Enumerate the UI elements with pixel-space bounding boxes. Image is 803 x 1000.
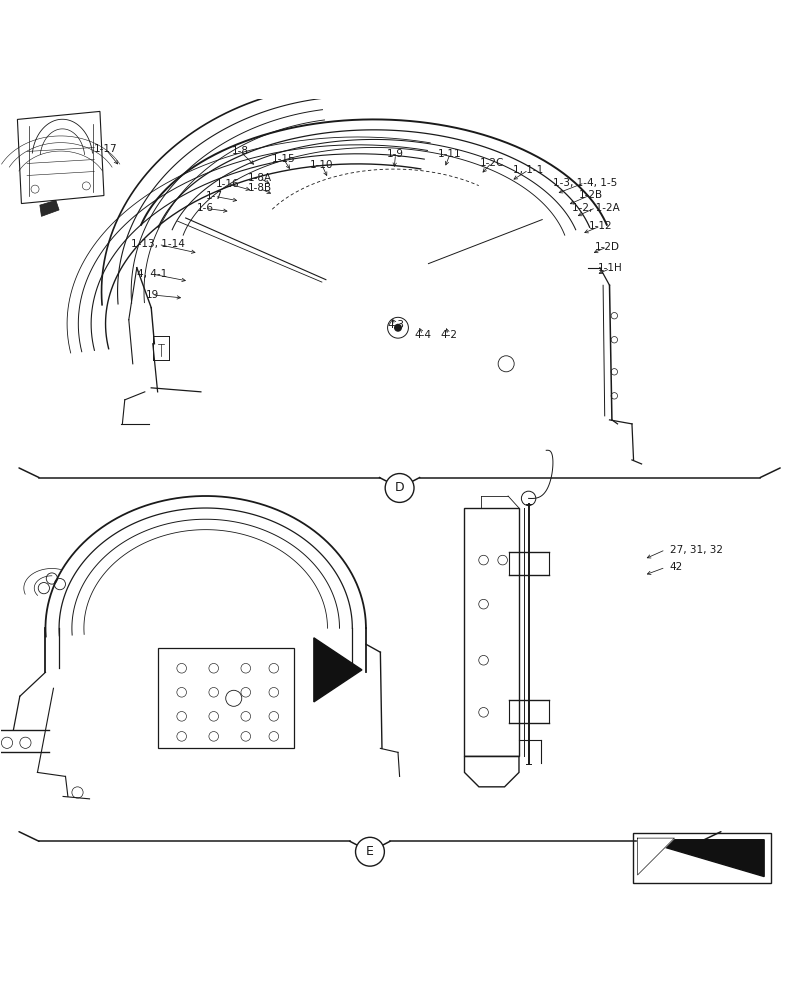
Text: 4, 4-1: 4, 4-1 <box>137 269 167 279</box>
Text: 4-2: 4-2 <box>439 330 456 340</box>
Text: 1-2, 1-2A: 1-2, 1-2A <box>571 203 619 213</box>
Text: 1, 1-1: 1, 1-1 <box>513 165 543 175</box>
Text: 1-8: 1-8 <box>231 146 248 156</box>
Text: D: D <box>394 481 404 494</box>
Text: 1-8B: 1-8B <box>247 183 271 193</box>
Text: 1-2C: 1-2C <box>479 158 503 168</box>
Text: 1-1H: 1-1H <box>597 263 622 273</box>
Text: 1-12: 1-12 <box>588 221 612 231</box>
Text: 4-3: 4-3 <box>386 320 404 330</box>
Polygon shape <box>637 838 674 875</box>
Polygon shape <box>313 638 361 702</box>
Text: 1-10: 1-10 <box>310 160 333 170</box>
Text: 1-2B: 1-2B <box>578 190 602 200</box>
Text: 1-8A: 1-8A <box>247 173 271 183</box>
Text: 1-11: 1-11 <box>438 149 461 159</box>
Text: 1-9: 1-9 <box>386 149 404 159</box>
Circle shape <box>393 324 402 332</box>
Polygon shape <box>40 200 59 216</box>
Text: 42: 42 <box>669 562 682 572</box>
Text: 1-17: 1-17 <box>94 144 117 154</box>
Text: 1-16: 1-16 <box>215 179 238 189</box>
Text: 19: 19 <box>145 290 158 300</box>
Text: 1-13, 1-14: 1-13, 1-14 <box>132 239 185 249</box>
Polygon shape <box>638 840 763 877</box>
Text: 4-4: 4-4 <box>414 330 430 340</box>
Text: 1-3, 1-4, 1-5: 1-3, 1-4, 1-5 <box>552 178 616 188</box>
Text: 1-2D: 1-2D <box>594 242 619 252</box>
Text: 1-15: 1-15 <box>271 154 295 164</box>
Circle shape <box>355 837 384 866</box>
Text: 1-6: 1-6 <box>196 203 213 213</box>
Text: 27, 31, 32: 27, 31, 32 <box>669 545 722 555</box>
Circle shape <box>385 474 414 502</box>
Text: E: E <box>365 845 373 858</box>
Text: 1-7: 1-7 <box>206 191 222 201</box>
